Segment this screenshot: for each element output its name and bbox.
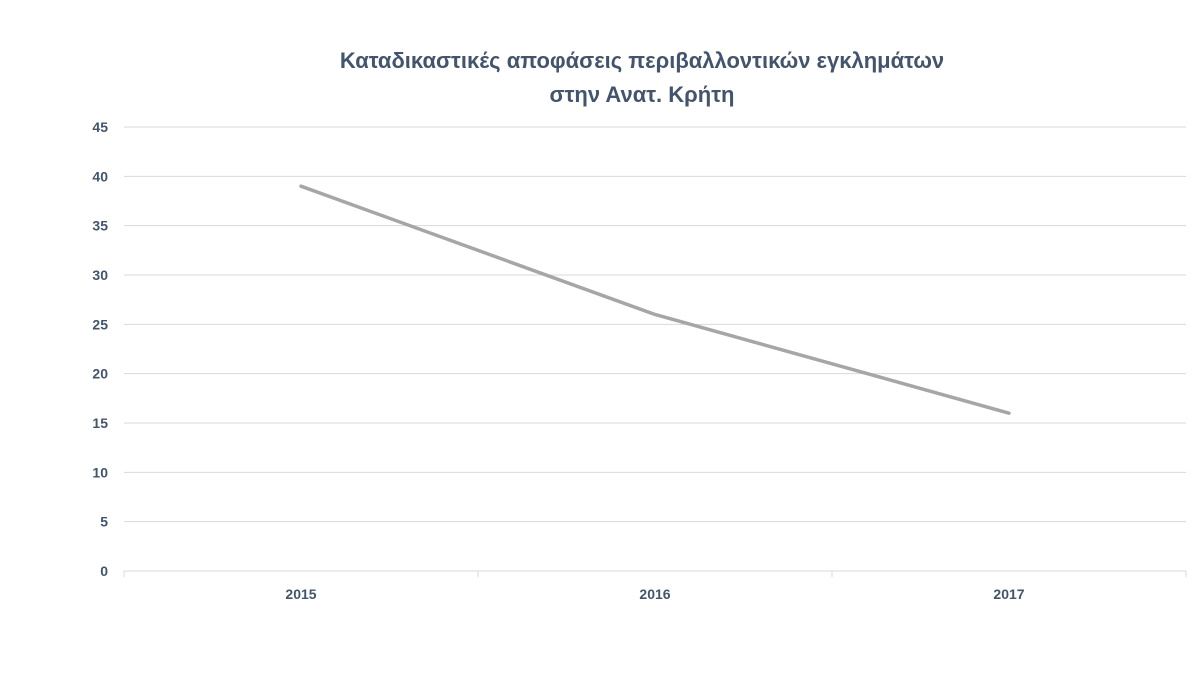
- x-tick-label: 2015: [285, 586, 316, 602]
- y-tick-label: 10: [92, 464, 108, 480]
- y-tick-label: 45: [92, 119, 108, 135]
- chart-title: Καταδικαστικές αποφάσεις περιβαλλοντικών…: [0, 44, 1200, 112]
- gridlines: [124, 126, 1186, 523]
- series-line-0: [299, 184, 1011, 415]
- y-tick-label: 25: [92, 316, 108, 332]
- x-tick-label: 2017: [993, 586, 1024, 602]
- series-lines: [299, 184, 1011, 415]
- chart-title-line-1: Καταδικαστικές αποφάσεις περιβαλλοντικών…: [339, 48, 945, 73]
- y-axis-tick-labels: 0 5 10 15 20 25 30 35 40 45: [92, 119, 108, 579]
- y-tick-label: 40: [92, 168, 108, 184]
- chart-title-line-2: στην Ανατ. Κρήτη: [549, 82, 735, 107]
- x-axis: [123, 570, 1187, 577]
- y-tick-label: 35: [92, 218, 108, 234]
- y-tick-label: 30: [92, 267, 108, 283]
- y-tick-label: 20: [92, 366, 108, 382]
- x-axis-tick-labels: 2015 2016 2017: [285, 586, 1024, 602]
- y-tick-label: 5: [100, 514, 108, 530]
- y-tick-label: 15: [92, 415, 108, 431]
- x-tick-label: 2016: [639, 586, 670, 602]
- y-tick-label: 0: [100, 563, 108, 579]
